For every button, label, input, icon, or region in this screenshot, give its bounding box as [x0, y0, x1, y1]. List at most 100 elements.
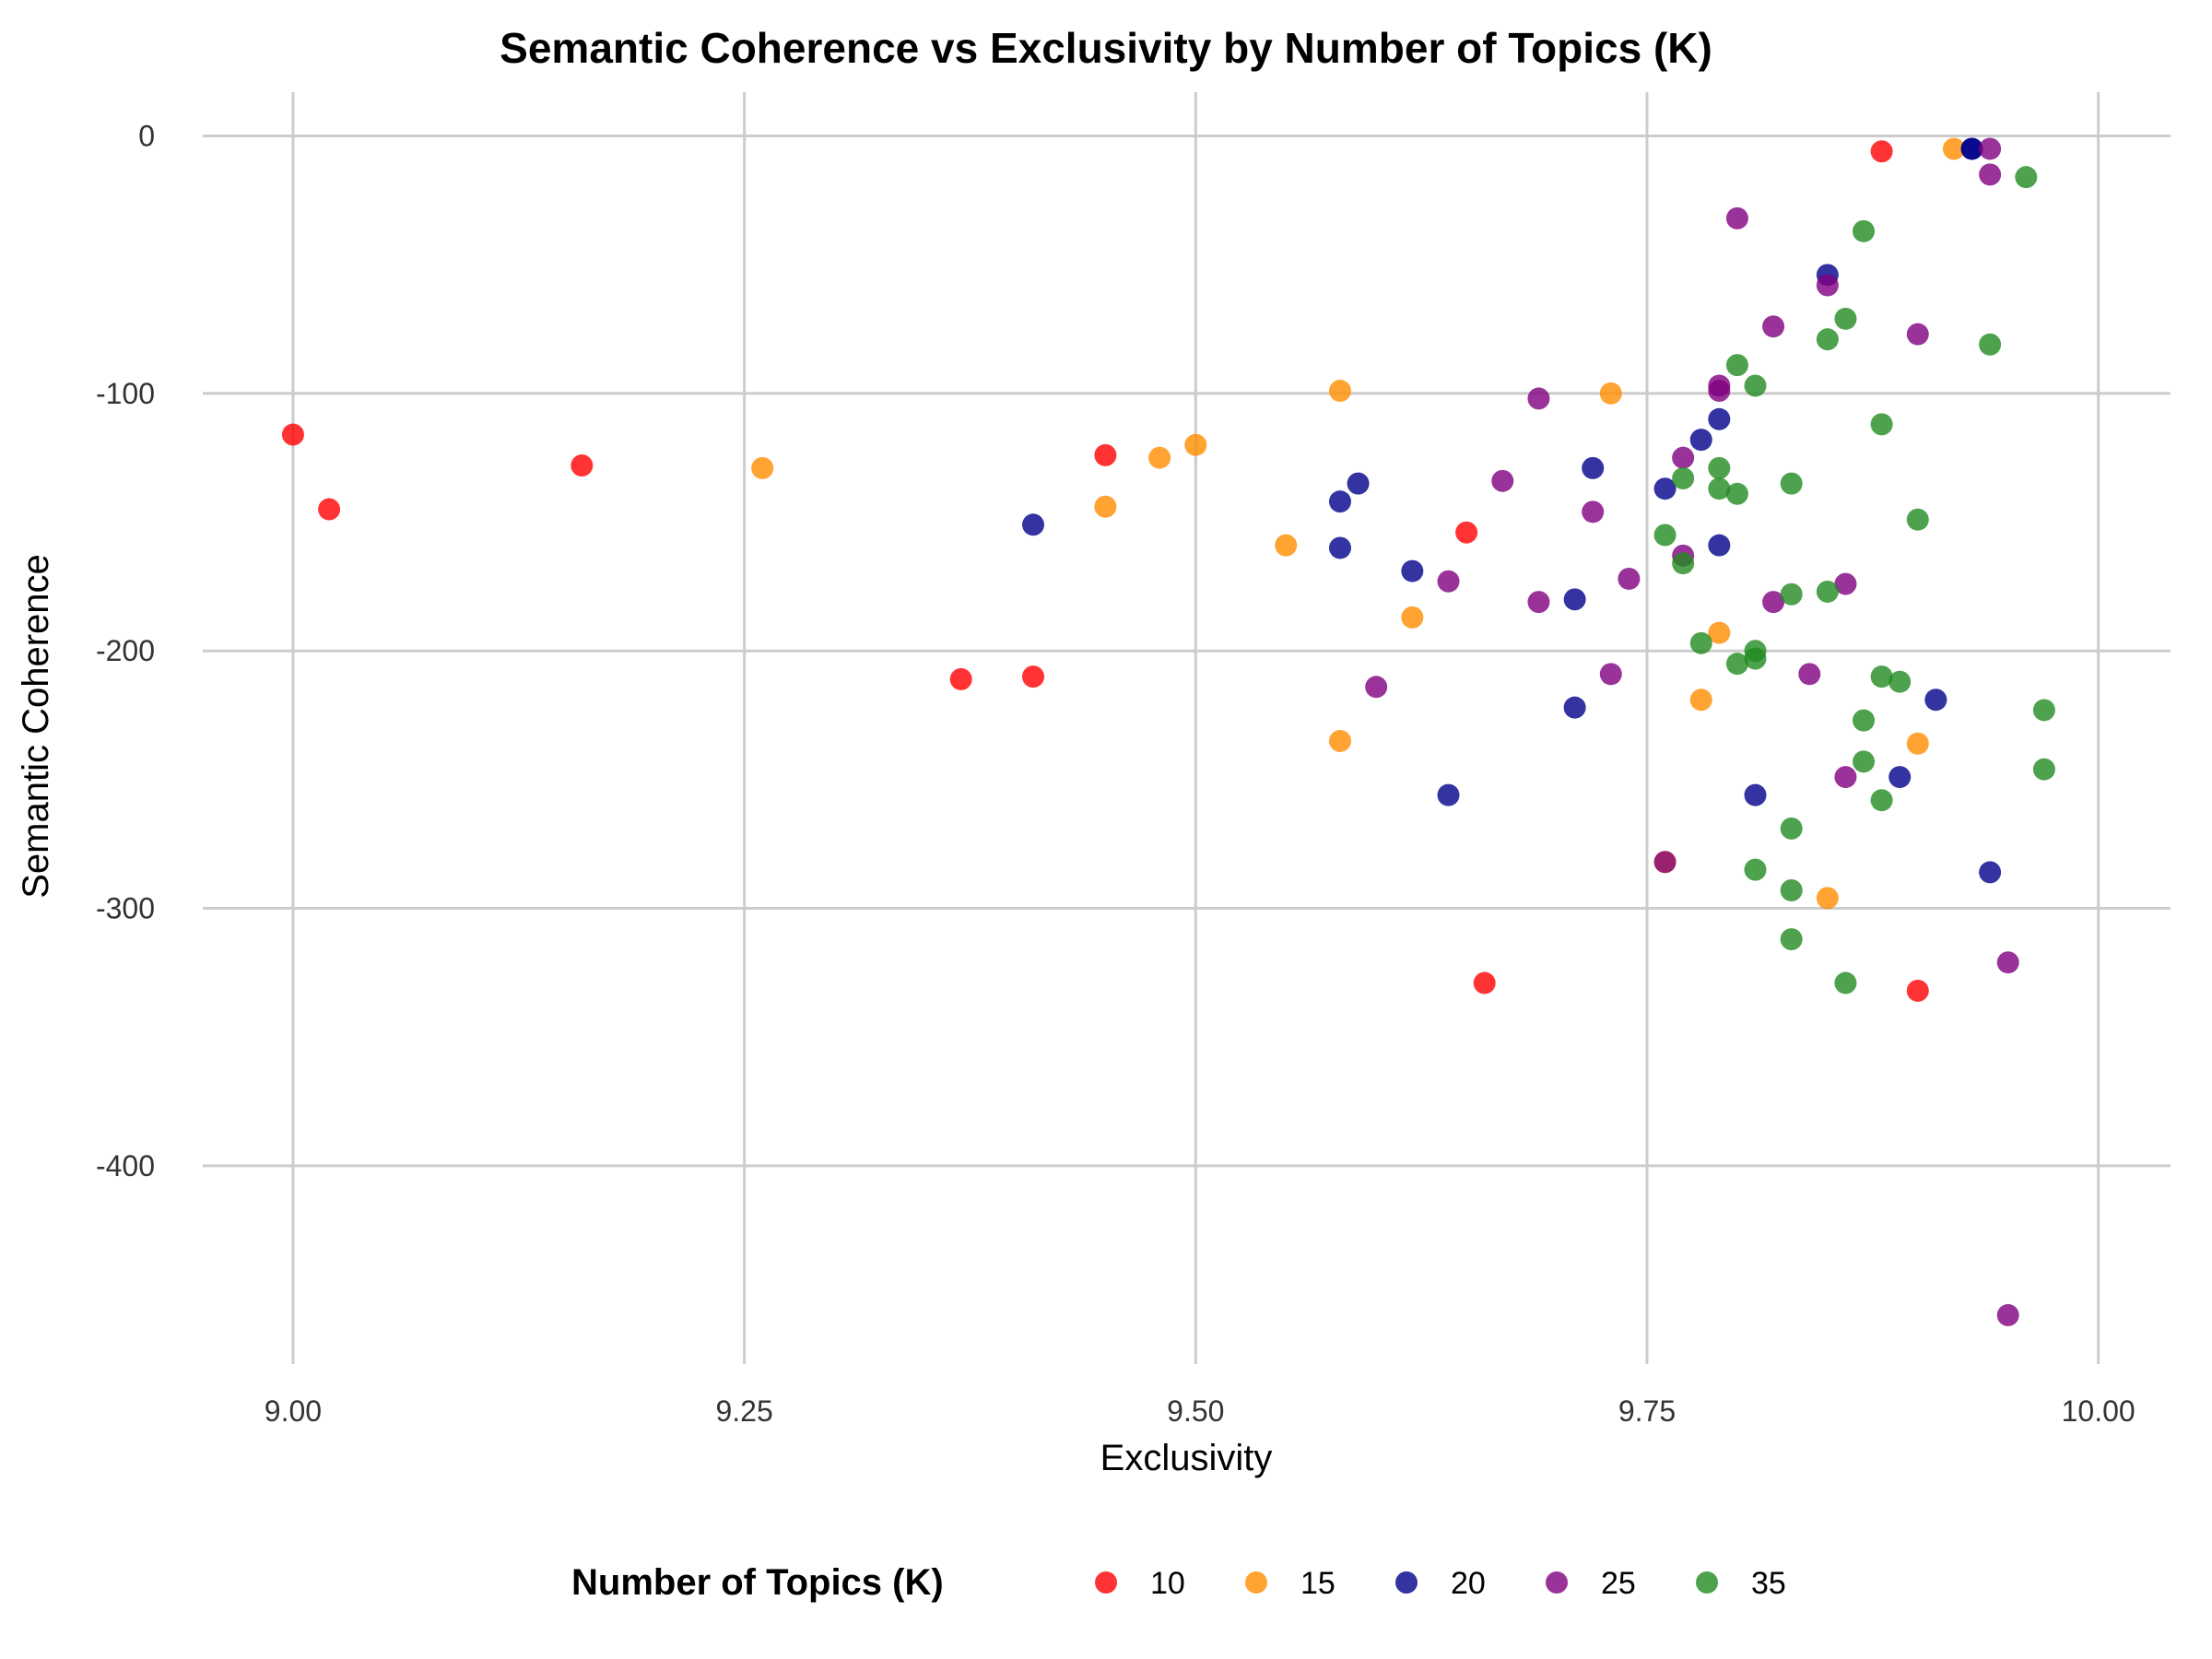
data-point-k25 [1672, 446, 1695, 469]
data-point-k25 [1725, 206, 1748, 229]
data-point-k25 [1979, 137, 2002, 160]
y-tick-label: -300 [96, 892, 155, 925]
data-point-k25 [1365, 676, 1388, 699]
data-point-k15 [1708, 621, 1731, 644]
data-point-k35 [1672, 552, 1695, 575]
data-point-k35 [1672, 467, 1695, 490]
data-point-k20 [1437, 783, 1460, 806]
x-axis-title: Exclusivity [1100, 1438, 1273, 1478]
x-tick-label: 9.25 [715, 1394, 772, 1428]
data-point-k35 [1853, 709, 1876, 732]
data-point-k20 [1328, 490, 1351, 513]
legend-label-k15: 15 [1300, 1566, 1335, 1601]
data-point-k15 [1401, 606, 1424, 629]
data-point-k25 [1816, 274, 1839, 297]
legend-marker-k35 [1696, 1571, 1718, 1594]
data-point-k25 [1437, 570, 1460, 593]
y-axis-title: Semantic Coherence [16, 554, 56, 899]
data-point-k25 [1527, 387, 1550, 410]
data-point-k20 [1924, 688, 1947, 712]
data-point-k35 [1780, 582, 1803, 606]
data-point-k25 [1491, 469, 1514, 492]
data-point-k20 [1563, 588, 1586, 611]
data-point-k35 [1780, 817, 1803, 840]
data-point-k35 [1870, 789, 1893, 812]
data-point-k35 [1853, 219, 1876, 242]
data-point-k35 [1780, 472, 1803, 495]
data-point-k20 [1582, 456, 1605, 479]
data-point-k35 [1725, 482, 1748, 505]
x-tick-label: 10.00 [2062, 1394, 2136, 1428]
x-tick-label: 9.75 [1618, 1394, 1676, 1428]
data-point-k35 [1870, 665, 1893, 688]
data-point-k25 [1653, 851, 1677, 874]
data-point-k20 [1708, 534, 1731, 557]
data-point-k15 [1328, 380, 1351, 403]
data-point-k10 [1473, 971, 1496, 994]
data-point-k10 [949, 667, 972, 690]
data-point-k25 [1996, 951, 2019, 974]
data-point-k20 [1347, 472, 1370, 495]
data-point-k15 [1816, 887, 1839, 910]
data-point-k35 [1816, 328, 1839, 351]
data-point-k10 [1906, 979, 1929, 1002]
data-point-k15 [1942, 137, 1965, 160]
data-point-k20 [1328, 536, 1351, 559]
data-point-k35 [1708, 456, 1731, 479]
data-point-k20 [1022, 513, 1045, 536]
chart-title: Semantic Coherence vs Exclusivity by Num… [500, 24, 1712, 72]
data-point-k35 [2015, 166, 2038, 189]
data-point-k25 [1762, 315, 1785, 338]
legend-label-k10: 10 [1150, 1566, 1185, 1601]
legend: Number of Topics (K) 10 15 20 25 35 [571, 1562, 1786, 1603]
data-point-k35 [1725, 653, 1748, 676]
data-point-k25 [1979, 163, 2002, 186]
data-point-k35 [1725, 354, 1748, 377]
data-point-k15 [1906, 732, 1929, 755]
data-point-k35 [1689, 631, 1712, 654]
data-point-k10 [281, 423, 304, 446]
data-point-k35 [1780, 928, 1803, 951]
data-point-k10 [1870, 140, 1893, 163]
data-point-k15 [751, 456, 774, 479]
data-point-k20 [1708, 407, 1731, 430]
data-point-k35 [1979, 333, 2002, 356]
data-point-k20 [1744, 783, 1767, 806]
data-point-k20 [1689, 429, 1712, 452]
y-tick-label: -400 [96, 1149, 155, 1182]
data-point-k35 [1653, 524, 1677, 547]
data-point-k35 [1744, 374, 1767, 397]
data-point-k10 [1455, 521, 1478, 544]
data-point-k35 [1834, 307, 1857, 330]
data-point-k15 [1148, 446, 1171, 469]
data-point-k25 [1762, 591, 1785, 614]
data-point-k25 [1996, 1303, 2019, 1326]
legend-label-k25: 25 [1601, 1566, 1636, 1601]
data-point-k35 [1816, 580, 1839, 603]
y-tick-label: 0 [138, 119, 155, 152]
data-point-k20 [1979, 861, 2002, 884]
data-point-k35 [1708, 477, 1731, 500]
data-point-k25 [1527, 591, 1550, 614]
legend-title: Number of Topics (K) [571, 1562, 944, 1603]
data-point-k10 [571, 454, 594, 477]
data-point-k20 [1888, 766, 1912, 789]
data-point-k15 [1275, 534, 1298, 557]
data-point-k25 [1708, 380, 1731, 403]
data-point-k15 [1094, 495, 1117, 518]
data-point-k15 [1599, 382, 1622, 405]
data-point-k15 [1689, 688, 1712, 712]
data-point-k15 [1184, 433, 1207, 456]
data-point-k25 [1834, 766, 1857, 789]
data-point-k10 [1022, 665, 1045, 688]
data-point-k35 [1888, 670, 1912, 693]
axis-ticks: 9.00 9.25 9.50 9.75 10.00 0 -100 -200 -300 -400 [96, 119, 2136, 1428]
data-point-k35 [1834, 971, 1857, 994]
data-point-k35 [1780, 878, 1803, 901]
x-tick-label: 9.50 [1167, 1394, 1224, 1428]
data-point-k35 [1744, 640, 1767, 663]
data-point-k35 [1853, 750, 1876, 773]
data-point-k35 [1870, 413, 1893, 436]
data-point-k25 [1618, 567, 1641, 590]
